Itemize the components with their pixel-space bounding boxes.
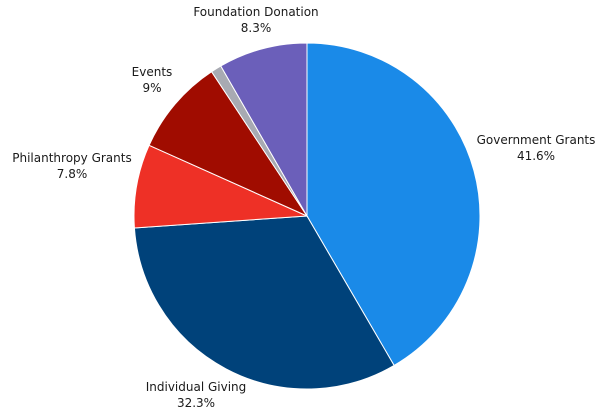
- pie-label-value-philanthropy-grants: 7.8%: [57, 167, 88, 181]
- pie-slices: [133, 42, 481, 390]
- pie-slice-government-grants: [306, 42, 481, 367]
- pie-label-name-government-grants: Government Grants: [477, 133, 596, 147]
- pie-label-value-individual-giving: 32.3%: [177, 396, 215, 410]
- pie-labels: Government Grants 41.6% Individual Giving 3…: [12, 5, 595, 410]
- pie-label-name-foundation-donation: Foundation Donation: [193, 5, 318, 19]
- pie-label-name-individual-giving: Individual Giving: [146, 380, 247, 394]
- pie-slice-events: [148, 71, 309, 218]
- pie-slice-individual-giving: [133, 215, 395, 390]
- pie-label-name-philanthropy-grants: Philanthropy Grants: [12, 151, 131, 165]
- pie-label-value-foundation-donation: 8.3%: [241, 21, 272, 35]
- pie-label-name-events: Events: [132, 65, 173, 79]
- pie-slice-foundation-donation: [220, 42, 308, 218]
- pie-label-value-events: 9%: [142, 81, 161, 95]
- pie-label-value-government-grants: 41.6%: [517, 149, 555, 163]
